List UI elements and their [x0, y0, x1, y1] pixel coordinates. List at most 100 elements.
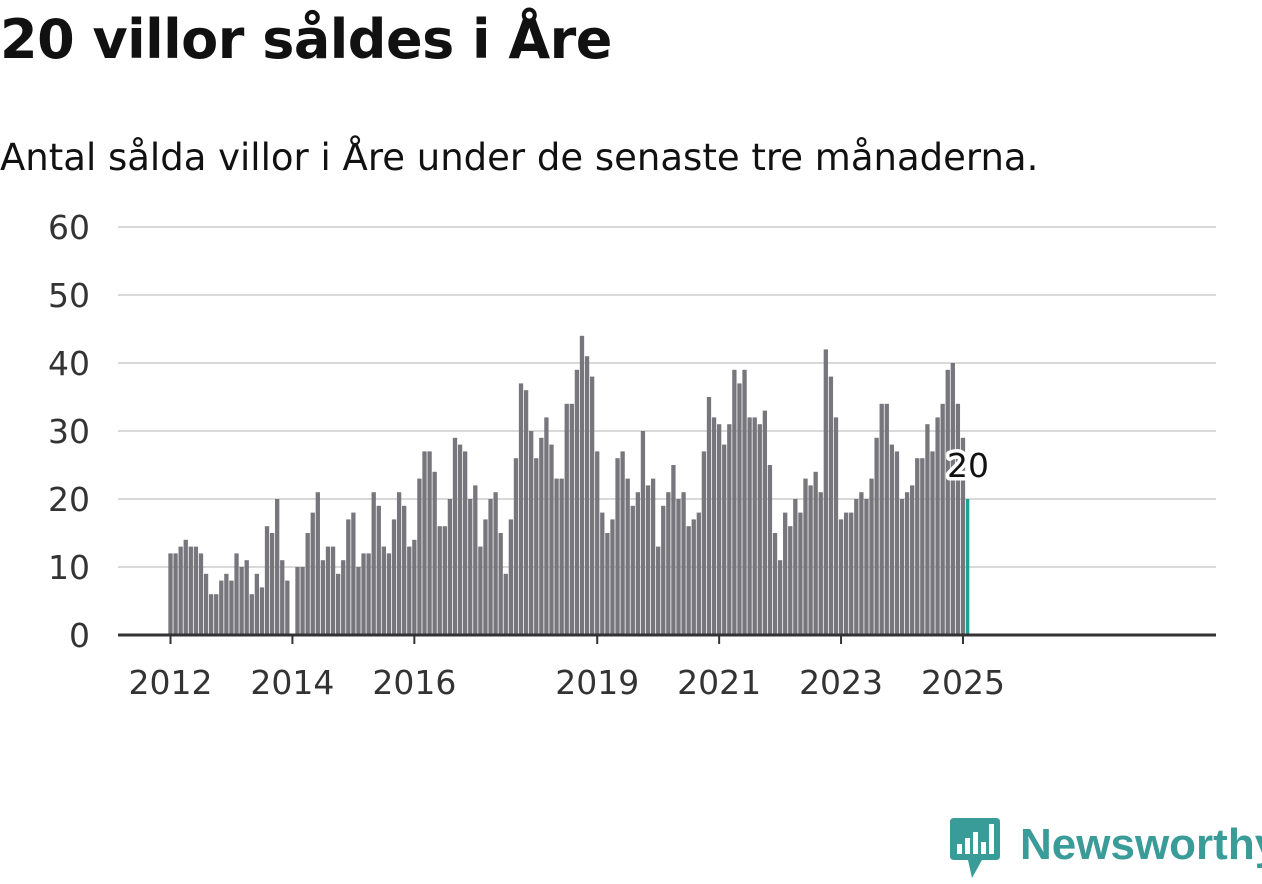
- bar: [198, 553, 204, 635]
- bar: [874, 437, 879, 635]
- bar: [808, 485, 813, 635]
- y-tick-label: 40: [48, 344, 90, 383]
- bar: [361, 553, 366, 635]
- bar: [579, 335, 585, 635]
- bar: [859, 492, 864, 635]
- bar: [447, 499, 453, 635]
- bar: [671, 465, 676, 635]
- bar: [920, 458, 925, 635]
- bar: [422, 451, 427, 635]
- bar: [280, 560, 285, 635]
- highlight-data-label: 20: [947, 446, 989, 485]
- bar: [407, 546, 412, 635]
- bar: [513, 458, 519, 635]
- bar: [843, 512, 849, 635]
- bar: [716, 424, 722, 635]
- bar: [783, 512, 788, 635]
- bar: [351, 512, 356, 635]
- bar: [183, 539, 188, 635]
- bar: [727, 424, 732, 635]
- bar: [767, 465, 773, 635]
- bar: [691, 519, 696, 635]
- bar: [681, 492, 686, 635]
- bar: [854, 499, 859, 635]
- bar: [559, 478, 564, 635]
- bar: [478, 546, 483, 635]
- chart-subtitle: Antal sålda villor i Åre under de senast…: [0, 136, 1039, 179]
- bar: [427, 451, 432, 635]
- bar: [366, 553, 371, 635]
- bar: [320, 560, 326, 635]
- bar: [645, 485, 651, 635]
- chart-title: 20 villor såldes i Åre: [0, 8, 612, 71]
- bar: [569, 403, 574, 635]
- bar: [772, 533, 778, 635]
- bar: [264, 526, 270, 635]
- x-tick-label: 2021: [677, 663, 761, 702]
- bar: [534, 458, 539, 635]
- bar: [229, 580, 234, 635]
- x-tick-label: 2023: [799, 663, 883, 702]
- bar: [462, 451, 468, 635]
- x-tick-label: 2014: [250, 663, 334, 702]
- bar: [544, 417, 549, 635]
- bar: [752, 417, 757, 635]
- bar: [412, 539, 417, 635]
- y-tick-label: 30: [48, 412, 90, 451]
- bar: [610, 519, 615, 635]
- newsworthy-logo-text: Newsworthy: [1020, 820, 1262, 869]
- bar: [584, 356, 590, 635]
- bar: [818, 492, 823, 635]
- x-tick-label: 2019: [555, 663, 639, 702]
- bar: [955, 403, 961, 635]
- bar: [417, 478, 422, 635]
- bar: [346, 519, 351, 635]
- bar: [295, 567, 300, 635]
- bar: [442, 526, 447, 635]
- bar: [376, 505, 381, 635]
- newsworthy-logo-icon: [950, 818, 1000, 878]
- bar: [884, 403, 889, 635]
- bar: [925, 424, 930, 635]
- bar: [224, 573, 229, 635]
- bar: [356, 567, 361, 635]
- bar: [757, 424, 762, 635]
- bar: [391, 519, 397, 635]
- bar: [239, 567, 244, 635]
- bar: [960, 437, 966, 635]
- bar: [823, 349, 828, 635]
- bar: [529, 431, 534, 635]
- bar: [432, 471, 437, 635]
- bar: [437, 526, 442, 635]
- bar: [742, 369, 747, 635]
- bar: [732, 369, 737, 635]
- bar: [910, 485, 915, 635]
- bar: [838, 519, 844, 635]
- bar: [300, 567, 305, 635]
- bar: [549, 444, 554, 635]
- bar: [589, 376, 595, 635]
- bar: [762, 410, 768, 635]
- y-tick-label: 0: [69, 616, 90, 655]
- bar: [661, 505, 666, 635]
- y-tick-label: 50: [48, 276, 90, 315]
- bar: [945, 369, 950, 635]
- bar: [275, 499, 280, 635]
- bars: [168, 335, 970, 635]
- bar: [330, 546, 336, 635]
- bar: [168, 553, 173, 635]
- bar: [813, 471, 818, 635]
- bar: [798, 512, 803, 635]
- bar: [904, 492, 910, 635]
- bar: [940, 403, 945, 635]
- x-tick-label: 2016: [372, 663, 456, 702]
- bar: [219, 580, 224, 635]
- bar: [630, 505, 635, 635]
- bar: [722, 444, 727, 635]
- bar: [188, 546, 193, 635]
- bar: [777, 560, 783, 635]
- bar: [259, 587, 265, 635]
- bar: [915, 458, 920, 635]
- bar: [879, 403, 884, 635]
